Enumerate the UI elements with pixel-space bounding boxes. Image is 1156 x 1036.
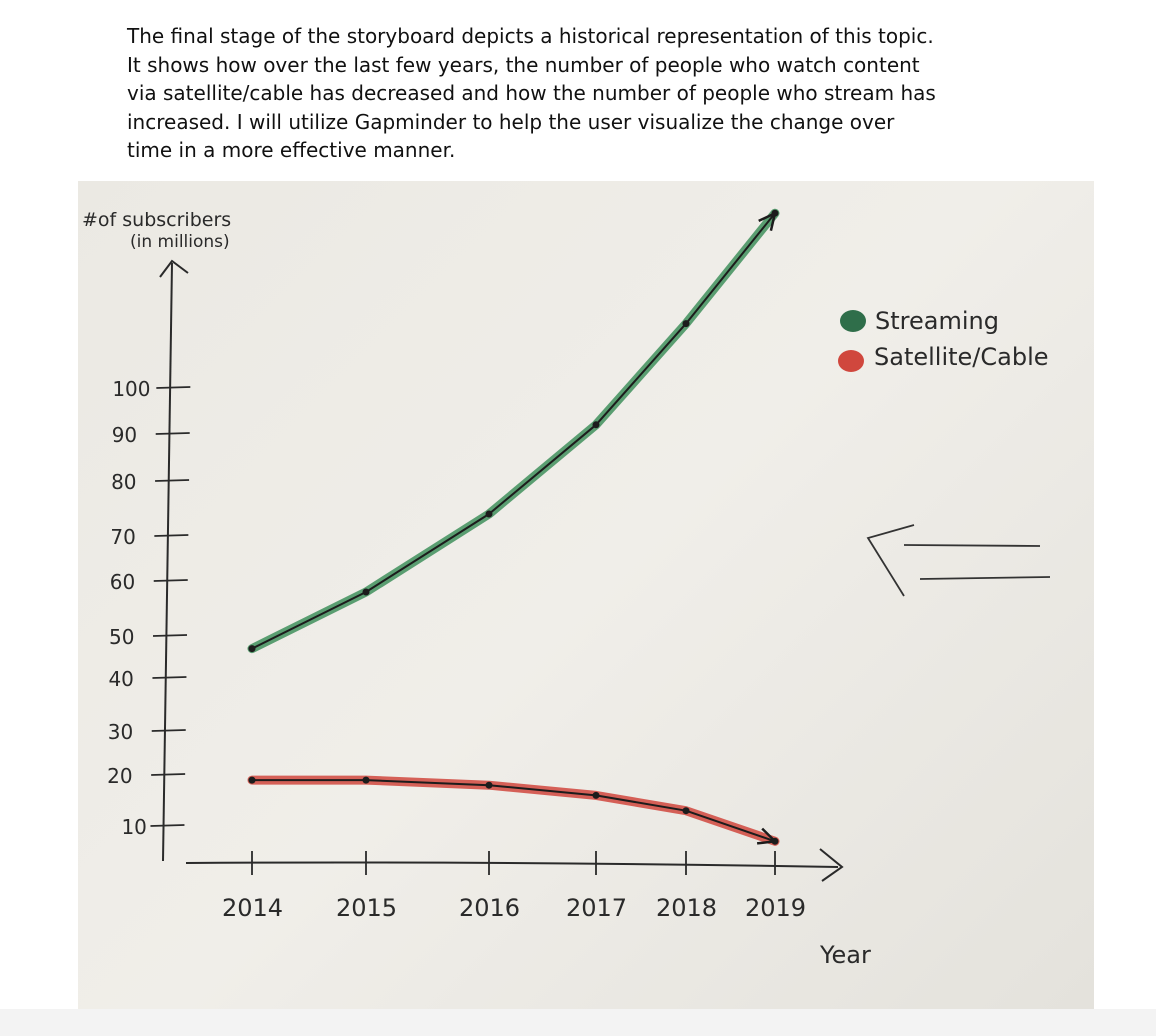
series-arrowhead — [756, 827, 778, 845]
y-tick-mark — [150, 824, 185, 827]
caption-text: The final stage of the storyboard depict… — [127, 22, 1027, 165]
y-tick-mark — [152, 676, 187, 679]
y-axis-label: #of subscribers — [82, 209, 231, 231]
axis-ticks: 10 20 30 40 50 60 70 80 90 100 2014 2015 2016 2017 201… — [107, 377, 806, 922]
caption-line: time in a more effective manner. — [127, 138, 456, 163]
y-tick-mark — [152, 634, 188, 637]
series-point — [362, 776, 370, 784]
x-tick-label: 2014 — [222, 894, 283, 922]
y-axis-label-units: (in millions) — [130, 232, 230, 252]
series-point — [682, 807, 690, 815]
y-tick-mark — [151, 729, 186, 732]
doodle-stroke — [919, 576, 1051, 580]
caption-line: via satellite/cable has decreased and ho… — [127, 81, 936, 106]
y-tick-label: 100 — [112, 377, 150, 401]
y-tick-mark — [155, 432, 190, 435]
x-tick-label: 2019 — [745, 894, 806, 922]
series-point — [592, 421, 600, 429]
series-line-highlight — [247, 775, 780, 846]
y-axis-arrowhead — [159, 259, 189, 278]
y-axis-line — [162, 262, 173, 862]
x-tick-label: 2016 — [459, 894, 520, 922]
arrow-doodle — [866, 524, 1051, 597]
doodle-stroke — [903, 544, 1041, 547]
x-axis-line — [185, 861, 839, 868]
series-point — [682, 320, 690, 328]
series-lines — [247, 208, 780, 846]
series-line-highlight — [247, 208, 780, 654]
series-point — [592, 791, 600, 799]
series-point — [248, 776, 256, 784]
page-bottom-strip — [0, 1009, 1156, 1036]
y-tick-mark — [156, 386, 191, 389]
series-point — [248, 645, 256, 653]
series-line — [251, 212, 776, 650]
y-tick-label: 10 — [121, 815, 146, 839]
legend: Streaming Satellite/Cable — [838, 307, 1049, 372]
y-tick-label: 50 — [109, 625, 134, 649]
x-tick-label: 2015 — [336, 894, 397, 922]
y-tick-label: 80 — [111, 470, 136, 494]
caption-line: It shows how over the last few years, th… — [127, 52, 920, 77]
legend-dot-satellite-cable — [838, 350, 864, 372]
y-tick-mark — [151, 773, 186, 776]
x-tick-label: 2018 — [656, 894, 717, 922]
y-tick-mark — [153, 579, 188, 582]
chart-axes — [159, 259, 844, 882]
caption-line: increased. I will utilize Gapminder to h… — [127, 109, 895, 134]
legend-label-satellite-cable: Satellite/Cable — [874, 343, 1049, 371]
legend-dot-streaming — [840, 310, 866, 332]
y-tick-label: 90 — [112, 423, 137, 447]
y-tick-mark — [155, 479, 190, 482]
y-tick-label: 30 — [108, 720, 133, 744]
x-tick-label: 2017 — [566, 894, 627, 922]
y-tick-label: 70 — [110, 525, 135, 549]
doodle-stroke — [866, 524, 915, 597]
caption-line: The final stage of the storyboard depict… — [127, 24, 934, 48]
series-line — [252, 779, 776, 843]
series-point — [485, 781, 493, 789]
series-arrowhead — [758, 210, 777, 231]
series-point — [485, 510, 493, 518]
y-tick-mark — [154, 534, 189, 537]
y-tick-label: 40 — [108, 667, 133, 691]
x-axis-label: Year — [819, 941, 871, 969]
legend-label-streaming: Streaming — [875, 307, 999, 335]
series-point — [362, 588, 370, 596]
y-tick-label: 20 — [107, 764, 132, 788]
x-axis-arrowhead — [819, 848, 844, 882]
y-tick-label: 60 — [110, 570, 135, 594]
hand-drawn-chart: 10 20 30 40 50 60 70 80 90 100 2014 2015 2016 2017 201… — [82, 208, 1051, 969]
chart-photo: 10 20 30 40 50 60 70 80 90 100 2014 2015 2016 2017 201… — [78, 181, 1094, 1009]
